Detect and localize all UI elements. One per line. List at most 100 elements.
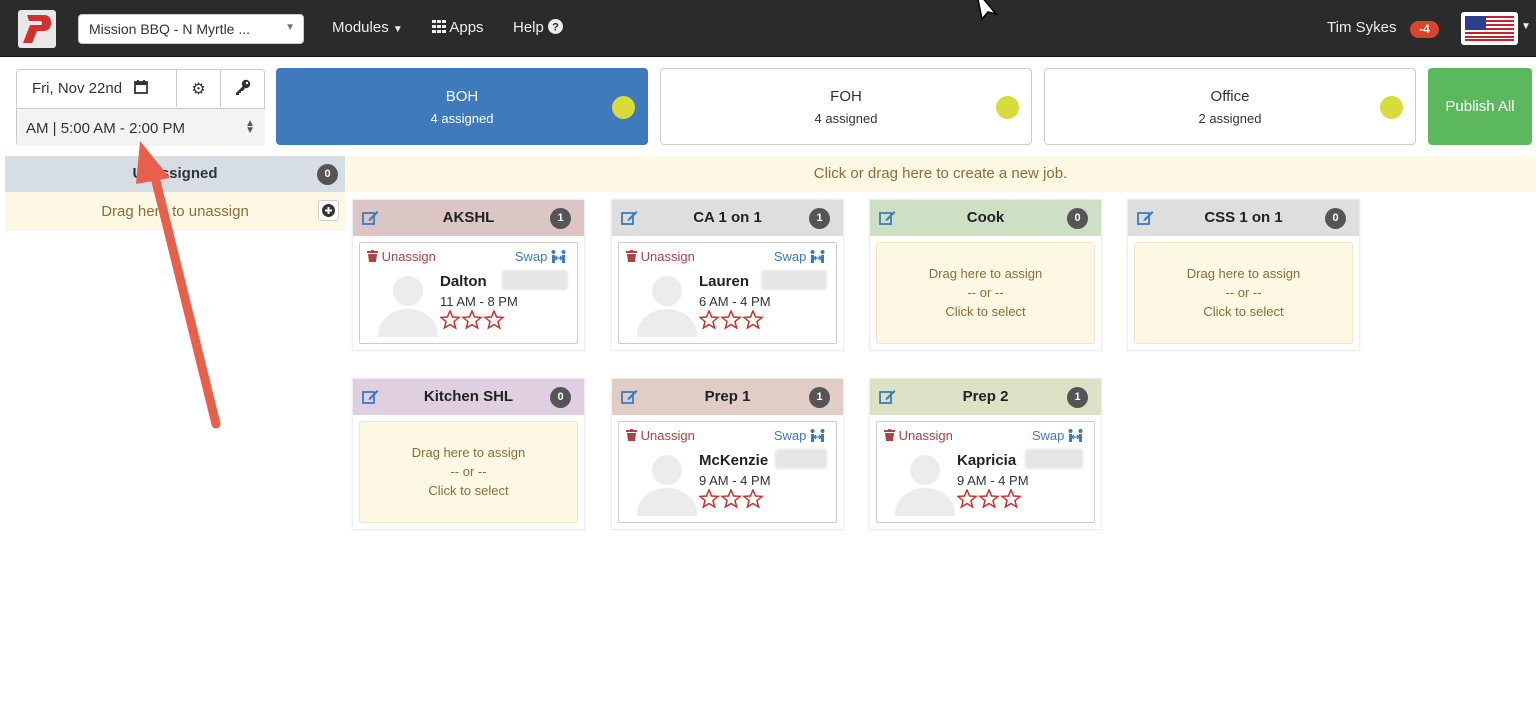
add-employee-button[interactable] [318, 200, 339, 221]
dept-tab-office[interactable]: Office 2 assigned [1044, 68, 1416, 145]
edit-icon[interactable] [362, 389, 379, 408]
schedule-controls: Fri, Nov 22nd ⚙ AM | 5:00 AM - 2:00 PM ▲… [16, 69, 265, 146]
job-card-ca-1-on-1: CA 1 on 1 1 Unassign Swap Lauren 6 AM - … [611, 199, 844, 351]
employee-card[interactable]: Unassign Swap Dalton 11 AM - 8 PM [359, 242, 578, 344]
assign-drop-zone[interactable]: Drag here to assign -- or -- Click to se… [1134, 242, 1353, 344]
employee-shift-time: 9 AM - 4 PM [699, 473, 771, 488]
assign-drop-zone[interactable]: Drag here to assign -- or -- Click to se… [359, 421, 578, 523]
unassign-link[interactable]: Unassign [884, 428, 953, 443]
edit-icon[interactable] [362, 210, 379, 229]
edit-icon[interactable] [879, 389, 896, 408]
status-dot-icon [612, 96, 635, 119]
click-select-text: Click to select [428, 483, 509, 498]
job-count-badge: 0 [550, 387, 571, 408]
edit-icon[interactable] [1137, 210, 1154, 229]
job-count-badge: 1 [550, 208, 571, 229]
publish-all-button[interactable]: Publish All [1428, 68, 1532, 145]
notification-badge[interactable]: -4 [1410, 21, 1439, 38]
user-avatar-icon [895, 448, 955, 516]
rating-stars[interactable] [698, 309, 765, 333]
chevron-down-icon: ▼ [1521, 21, 1531, 32]
job-title: AKSHL [442, 209, 495, 226]
apps-label: Apps [449, 19, 484, 36]
edit-icon[interactable] [621, 389, 638, 408]
swap-link[interactable]: Swap [774, 428, 825, 443]
star-icon [698, 488, 764, 509]
unassign-drop-zone[interactable]: Drag here to unassign [5, 192, 345, 230]
job-card-akshl: AKSHL 1 Unassign Swap Dalton 11 AM - 8 P… [352, 199, 585, 351]
unassign-link[interactable]: Unassign [626, 428, 695, 443]
status-dot-icon [1380, 96, 1403, 119]
swap-label: Swap [1031, 428, 1065, 443]
create-job-drop-zone[interactable]: Click or drag here to create a new job. [345, 156, 1536, 192]
star-icon [698, 309, 764, 330]
status-dot-icon [996, 96, 1019, 119]
edit-icon[interactable] [621, 210, 638, 229]
job-header: AKSHL 1 [353, 200, 584, 236]
key-icon [236, 79, 251, 95]
swap-icon [810, 250, 825, 263]
date-label: Fri, Nov 22nd [32, 80, 123, 97]
unassigned-header: Unassigned 0 [5, 156, 345, 192]
employee-name: McKenzie [699, 452, 769, 469]
employee-card[interactable]: Unassign Swap Lauren 6 AM - 4 PM [618, 242, 837, 344]
job-count-badge: 0 [1067, 208, 1088, 229]
swap-link[interactable]: Swap [1032, 428, 1083, 443]
job-card-css-1-on-1: CSS 1 on 1 0 Drag here to assign -- or -… [1127, 199, 1360, 351]
modules-menu[interactable]: Modules ▼ [332, 19, 403, 36]
help-menu[interactable]: Help ? [513, 19, 564, 36]
unassign-label: Unassign [381, 249, 436, 264]
settings-button[interactable]: ⚙ [177, 70, 221, 107]
employee-card[interactable]: Unassign Swap McKenzie 9 AM - 4 PM [618, 421, 837, 523]
job-header: Prep 1 1 [612, 379, 843, 415]
employee-card[interactable]: Unassign Swap Kapricia 9 AM - 4 PM [876, 421, 1095, 523]
job-title: Prep 1 [704, 388, 751, 405]
shift-select[interactable]: AM | 5:00 AM - 2:00 PM ▲ ▼ [17, 108, 265, 146]
or-text: -- or -- [967, 285, 1004, 300]
language-button[interactable] [1461, 12, 1518, 45]
dept-name: Office [1210, 88, 1250, 105]
dept-tab-foh[interactable]: FOH 4 assigned [660, 68, 1032, 145]
calendar-icon [134, 80, 149, 94]
dept-tab-boh[interactable]: BOH 4 assigned [276, 68, 648, 145]
select-arrows-icon: ▲ ▼ [245, 118, 255, 136]
swap-link[interactable]: Swap [515, 249, 566, 264]
trash-icon [626, 250, 637, 262]
dept-name: BOH [445, 88, 479, 105]
gear-icon: ⚙ [191, 81, 206, 98]
job-title: CA 1 on 1 [693, 209, 762, 226]
unassign-drop-text: Drag here to unassign [101, 203, 249, 220]
job-card-prep-1: Prep 1 1 Unassign Swap McKenzie 9 AM - 4… [611, 378, 844, 530]
rating-stars[interactable] [698, 488, 765, 512]
rating-stars[interactable] [956, 488, 1023, 512]
job-header: CA 1 on 1 1 [612, 200, 843, 236]
unassign-link[interactable]: Unassign [367, 249, 436, 264]
shift-select-value: AM | 5:00 AM - 2:00 PM [26, 120, 185, 137]
job-card-kitchen-shl: Kitchen SHL 0 Drag here to assign -- or … [352, 378, 585, 530]
drag-assign-text: Drag here to assign [928, 266, 1043, 281]
chevron-down-icon: ▼ [285, 22, 295, 33]
user-menu[interactable]: Tim Sykes [1327, 19, 1397, 36]
trash-icon [626, 429, 637, 441]
unassign-link[interactable]: Unassign [626, 249, 695, 264]
store-select-value: Mission BBQ - N Myrtle ... [89, 21, 251, 37]
employee-shift-time: 6 AM - 4 PM [699, 294, 771, 309]
key-button[interactable] [221, 70, 265, 107]
swap-icon [551, 250, 566, 263]
or-text: -- or -- [1225, 285, 1262, 300]
rating-stars[interactable] [439, 309, 506, 333]
click-select-text: Click to select [1203, 304, 1284, 319]
swap-link[interactable]: Swap [774, 249, 825, 264]
p-logo-icon[interactable] [18, 10, 56, 48]
job-header: Prep 2 1 [870, 379, 1101, 415]
assign-drop-zone[interactable]: Drag here to assign -- or -- Click to se… [876, 242, 1095, 344]
caret-down-icon: ▼ [392, 24, 403, 35]
edit-icon[interactable] [879, 210, 896, 229]
job-count-badge: 1 [809, 387, 830, 408]
date-picker-button[interactable]: Fri, Nov 22nd [17, 70, 177, 107]
swap-label: Swap [773, 249, 807, 264]
apps-menu[interactable]: Apps [432, 19, 484, 36]
cursor-icon [977, 0, 999, 20]
store-select[interactable]: Mission BBQ - N Myrtle ... ▼ [78, 14, 304, 44]
job-card-cook: Cook 0 Drag here to assign -- or -- Clic… [869, 199, 1102, 351]
